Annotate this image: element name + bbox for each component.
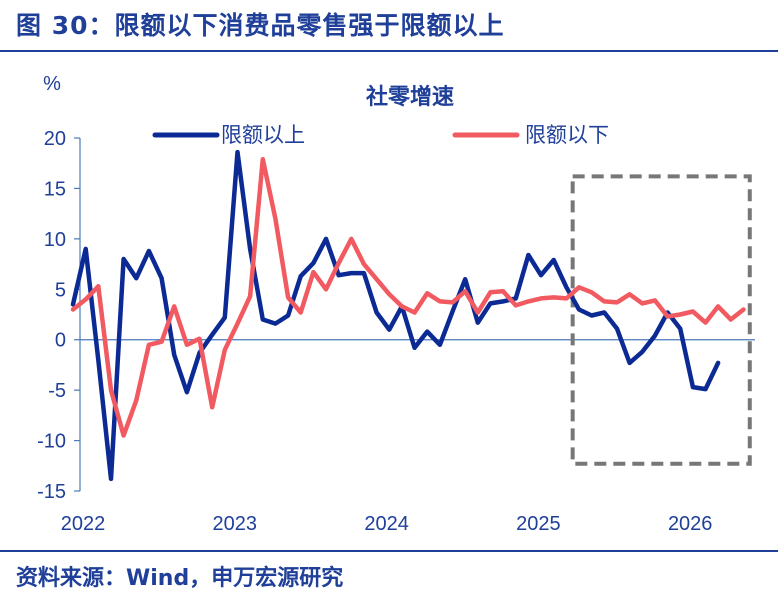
highlight-dashed-box (570, 174, 752, 466)
source-note: 资料来源：Wind，申万宏源研究 (16, 566, 344, 591)
series-line-1 (70, 149, 721, 482)
x-tick-label: 2024 (364, 513, 409, 535)
y-tick-label: -5 (48, 380, 66, 402)
source-rule (0, 550, 778, 552)
y-tick-label: 15 (44, 178, 66, 200)
y-tick-label: 0 (55, 330, 66, 352)
y-axis-unit: % (43, 73, 61, 95)
title-rule (0, 50, 778, 52)
x-tick-label: 2025 (516, 513, 561, 535)
figure-title: 图 30：限额以下消费品零售强于限额以上 (16, 11, 505, 40)
x-tick-label: 2022 (61, 513, 106, 535)
line-chart: 社零增速% 20 15 10 5 0 -5 -10 -15 2022 2023 2024 2025 202… (37, 73, 755, 535)
legend-label-1: 限额以上 (221, 124, 305, 147)
x-tick-label: 2023 (213, 513, 258, 535)
y-tick-label: 20 (44, 128, 66, 150)
y-tick-label: 5 (55, 279, 66, 301)
y-tick-label: -15 (37, 481, 66, 503)
y-tick-label: -10 (37, 431, 66, 453)
series-line-2 (70, 156, 746, 438)
y-tick-label: 10 (44, 229, 66, 251)
x-tick-label: 2026 (668, 513, 713, 535)
chart-title: 社零增速 (366, 84, 454, 109)
legend-label-2: 限额以下 (525, 124, 609, 147)
